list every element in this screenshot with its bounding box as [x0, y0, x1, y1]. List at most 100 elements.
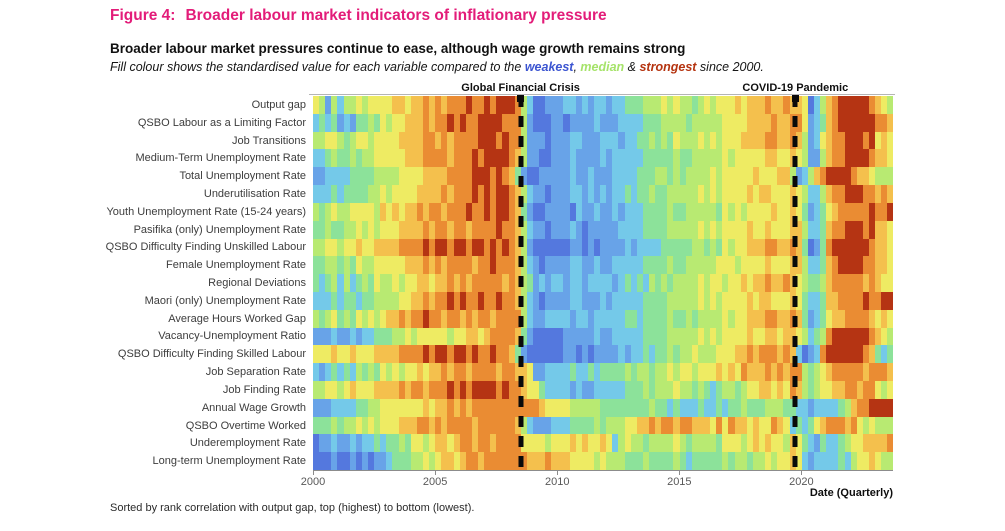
- heatmap-cell: [484, 256, 491, 275]
- heatmap-cell: [367, 167, 375, 186]
- heatmap-cell: [410, 327, 417, 346]
- heatmap-cell: [636, 309, 643, 328]
- heatmap-cell: [728, 202, 735, 221]
- heatmap-cell: [600, 416, 607, 435]
- heatmap-cell: [520, 327, 527, 346]
- heatmap-cell: [710, 256, 717, 275]
- heatmap-cell: [587, 238, 595, 257]
- heatmap-cell: [508, 345, 515, 364]
- heatmap-cell: [594, 96, 601, 114]
- heatmap-cell: [594, 274, 601, 292]
- heatmap-cell: [508, 149, 515, 168]
- heatmap-cell: [502, 131, 509, 150]
- heatmap-cell: [441, 131, 448, 150]
- heatmap-cell: [624, 398, 631, 417]
- heatmap-cell: [398, 274, 405, 292]
- heatmap-cell: [422, 452, 430, 471]
- heatmap-cell: [801, 131, 808, 150]
- heatmap-cell: [587, 291, 595, 310]
- heatmap-cell: [649, 113, 656, 132]
- heatmap-cell: [502, 167, 509, 186]
- heatmap-cell: [392, 363, 399, 381]
- heatmap-cell: [410, 309, 417, 328]
- heatmap-cell: [386, 327, 393, 346]
- heatmap-cell: [746, 416, 753, 435]
- heatmap-cell: [374, 167, 381, 186]
- heatmap-cell: [722, 238, 729, 257]
- heatmap-cell: [832, 220, 839, 239]
- heatmap-cell: [441, 185, 448, 203]
- heatmap-cell: [667, 345, 674, 364]
- heatmap-cell: [581, 113, 588, 132]
- heatmap-cell: [636, 274, 643, 292]
- heatmap-cell: [838, 96, 845, 114]
- heatmap-cell: [783, 345, 790, 364]
- heatmap-cell: [386, 167, 393, 186]
- heatmap-cell: [600, 274, 607, 292]
- heatmap-cell: [557, 416, 564, 435]
- heatmap-cell: [447, 131, 454, 150]
- heatmap-cell: [551, 131, 558, 150]
- heatmap-cell: [856, 434, 863, 453]
- heatmap-cell: [679, 398, 686, 417]
- heatmap-cell: [868, 185, 876, 203]
- heatmap-cell: [465, 167, 472, 186]
- heatmap-cell: [477, 345, 485, 364]
- heatmap-cell: [624, 291, 631, 310]
- heatmap-cell: [679, 434, 686, 453]
- heatmap-cell: [783, 452, 790, 471]
- heatmap-cell: [832, 131, 839, 150]
- heatmap-cell: [649, 309, 656, 328]
- heatmap-cell: [545, 256, 552, 275]
- heatmap-cell: [465, 363, 472, 381]
- heatmap-cell: [807, 256, 814, 275]
- heatmap-cell: [740, 185, 747, 203]
- heatmap-cell: [514, 416, 521, 435]
- heatmap-cell: [453, 452, 460, 471]
- heatmap-cell: [667, 220, 674, 239]
- heatmap-cell: [673, 381, 680, 399]
- heatmap-cell: [319, 96, 326, 114]
- heatmap-cell: [771, 381, 778, 399]
- heatmap-cell: [422, 185, 430, 203]
- heatmap-cell: [349, 274, 356, 292]
- heatmap-cell: [569, 363, 576, 381]
- heatmap-cell: [844, 398, 851, 417]
- heatmap-cell: [844, 274, 851, 292]
- heatmap-cell: [539, 167, 546, 186]
- heatmap-cell: [453, 291, 460, 310]
- heatmap-cell: [826, 398, 833, 417]
- heatmap-cell: [618, 149, 625, 168]
- heatmap-cell: [679, 96, 686, 114]
- heatmap-cell: [746, 96, 753, 114]
- heatmap-cell: [820, 398, 827, 417]
- heatmap-cell: [642, 238, 650, 257]
- heatmap-cell: [374, 256, 381, 275]
- heatmap-cell: [325, 238, 332, 257]
- row-label: Underutilisation Rate: [203, 187, 306, 200]
- heatmap-cell: [594, 113, 601, 132]
- heatmap-cell: [508, 381, 515, 399]
- heatmap-cell: [606, 327, 613, 346]
- heatmap-cell: [404, 113, 411, 132]
- heatmap-cell: [704, 327, 711, 346]
- heatmap-cell: [392, 345, 399, 364]
- heatmap-cell: [801, 220, 808, 239]
- heatmap-cell: [563, 398, 570, 417]
- heatmap-cell: [655, 96, 662, 114]
- heatmap-cell: [746, 274, 753, 292]
- heatmap-cell: [343, 131, 350, 150]
- heatmap-cell: [581, 434, 588, 453]
- heatmap-cell: [795, 452, 802, 471]
- heatmap-cell: [313, 238, 320, 257]
- heatmap-cell: [459, 220, 466, 239]
- heatmap-cell: [496, 381, 503, 399]
- heatmap-cell: [477, 291, 485, 310]
- heatmap-cell: [539, 291, 546, 310]
- heatmap-cell: [673, 149, 680, 168]
- heatmap-cell: [398, 96, 405, 114]
- heatmap-cell: [594, 220, 601, 239]
- heatmap-cell: [771, 220, 778, 239]
- heatmap-cell: [477, 434, 485, 453]
- heatmap-cell: [398, 309, 405, 328]
